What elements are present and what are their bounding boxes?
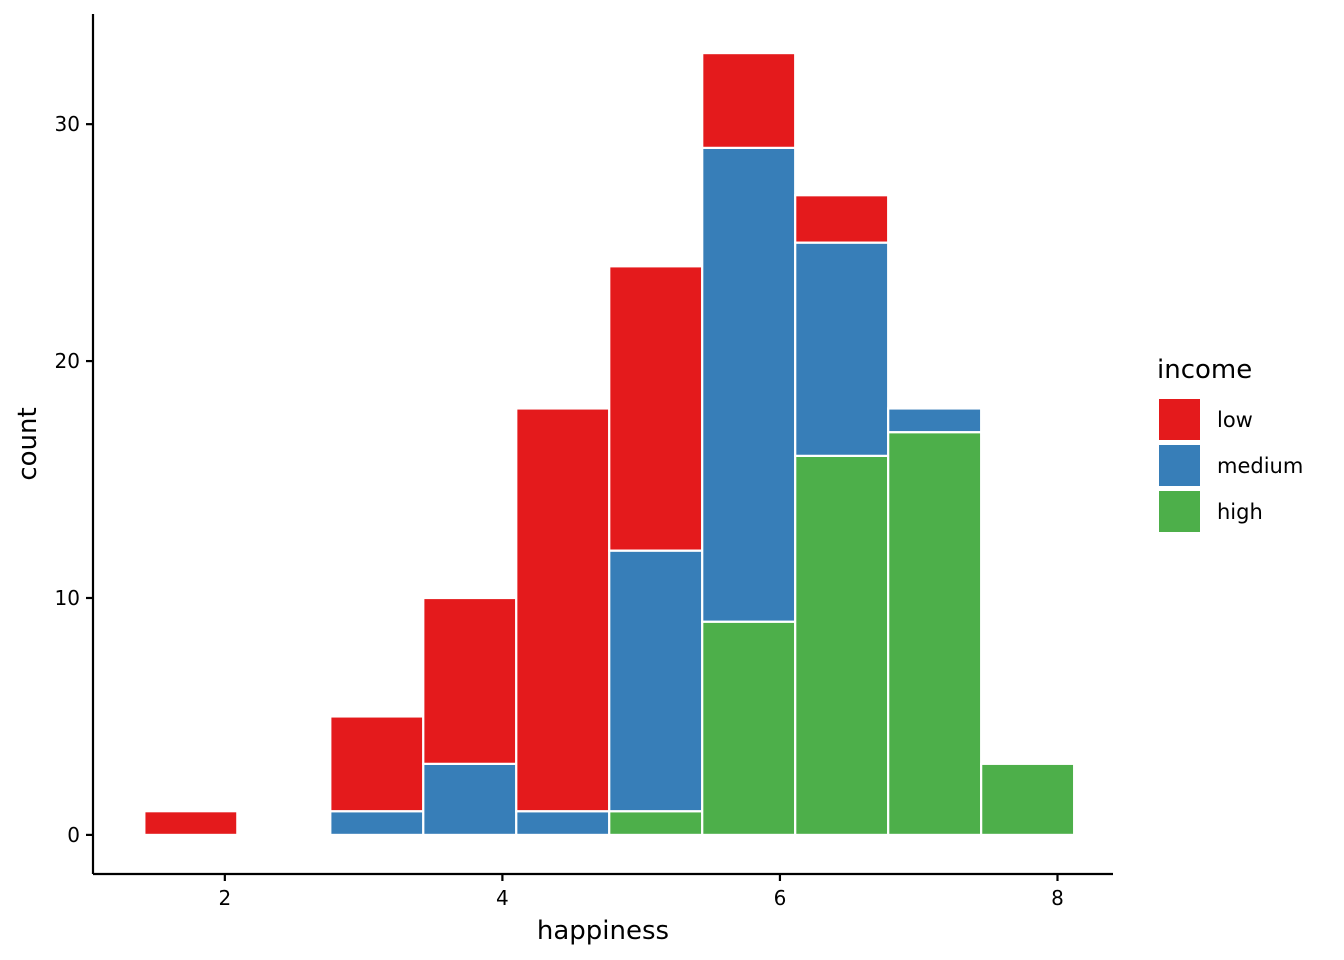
y-tick-label: 30 (55, 112, 80, 136)
bar-medium-bin-4 (515, 810, 611, 837)
bar-low-bin-4 (515, 407, 611, 813)
y-axis-ticks: 0 10 20 30 (55, 112, 93, 847)
y-tick-label: 10 (55, 586, 80, 610)
bar-medium-bin-6 (701, 146, 797, 623)
bar-medium-bin-8 (887, 407, 983, 434)
bar-high-bin-6 (701, 620, 797, 837)
legend-title: income (1157, 355, 1252, 385)
legend-label-high: high (1217, 500, 1263, 524)
bar-low-bin-3 (422, 596, 518, 765)
x-axis-ticks: 2 4 6 8 (218, 874, 1064, 910)
y-tick-label: 0 (67, 823, 80, 847)
bar-medium-bin-5 (608, 549, 704, 813)
legend: income low medium high (1157, 355, 1303, 532)
bar-medium-bin-3 (422, 762, 518, 837)
y-tick-label: 20 (55, 349, 80, 373)
bar-high-bin-7 (794, 454, 890, 837)
bar-low-bin-0 (143, 810, 239, 837)
legend-key-low (1159, 399, 1200, 440)
x-tick-label: 6 (774, 886, 787, 910)
legend-label-low: low (1217, 408, 1253, 432)
bar-low-bin-5 (608, 265, 704, 552)
x-tick-label: 8 (1051, 886, 1064, 910)
x-tick-label: 4 (496, 886, 509, 910)
legend-key-high (1159, 491, 1200, 532)
legend-label-medium: medium (1217, 454, 1303, 478)
bar-high-bin-5 (608, 810, 704, 837)
bar-medium-bin-7 (794, 241, 890, 457)
legend-key-medium (1159, 445, 1200, 486)
bar-high-bin-9 (980, 762, 1076, 837)
x-tick-label: 2 (218, 886, 231, 910)
y-axis-title: count (13, 407, 43, 480)
bar-low-bin-2 (329, 715, 425, 813)
bar-high-bin-8 (887, 431, 983, 837)
bar-low-bin-7 (794, 194, 890, 244)
bar-medium-bin-2 (329, 810, 425, 837)
x-axis-title: happiness (537, 916, 669, 946)
bar-low-bin-6 (701, 51, 797, 149)
bars-layer (143, 51, 1076, 837)
